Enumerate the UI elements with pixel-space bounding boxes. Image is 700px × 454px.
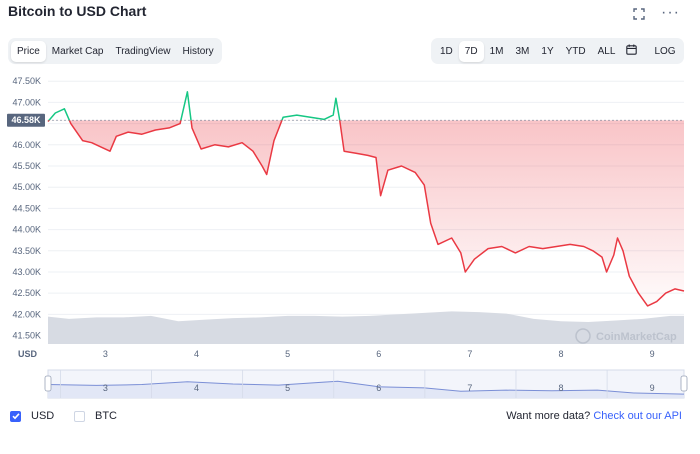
navigator-tick-label: 9: [650, 383, 655, 393]
log-scale-toggle[interactable]: LOG: [654, 45, 676, 57]
range-tabs: 1D 7D 1M 3M 1Y YTD ALL LOG: [431, 38, 684, 64]
x-tick-label: 9: [650, 349, 655, 359]
x-tick-label: 5: [285, 349, 290, 359]
view-tabs: Price Market Cap TradingView History: [8, 38, 222, 64]
y-tick-label: 42.00K: [12, 309, 41, 319]
x-tick-label: 7: [467, 349, 472, 359]
y-tick-label: 47.50K: [12, 76, 41, 86]
watermark-text: CoinMarketCap: [596, 331, 677, 343]
navigator-tick-label: 3: [103, 383, 108, 393]
more-icon[interactable]: ···: [661, 4, 680, 21]
navigator-handle-left[interactable]: [44, 375, 52, 392]
volume-area: [48, 311, 684, 344]
usd-label: USD: [31, 410, 55, 422]
x-tick-label: 3: [103, 349, 108, 359]
y-tick-label: 43.50K: [12, 246, 41, 256]
api-promo: Want more data? Check out our API: [506, 410, 682, 422]
calendar-icon[interactable]: [621, 39, 642, 63]
current-price-label: 46.58K: [11, 115, 41, 125]
x-tick-label: 4: [194, 349, 199, 359]
range-7d[interactable]: 7D: [458, 40, 484, 62]
y-tick-label: 45.50K: [12, 161, 41, 171]
price-chart: 41.50K 42.00K 42.50K 43.00K 43.50K 44.00K 44.5…: [7, 76, 688, 399]
tab-price[interactable]: Price: [11, 40, 46, 62]
y-tick-label: 42.50K: [12, 288, 41, 298]
btc-label: BTC: [95, 410, 117, 422]
range-1d[interactable]: 1D: [440, 45, 453, 57]
y-tick-label: 44.50K: [12, 203, 41, 213]
y-tick-label: 47.00K: [12, 97, 41, 107]
navigator-line: [47, 380, 685, 395]
fullscreen-icon[interactable]: [633, 8, 645, 23]
btc-toggle[interactable]: BTC: [74, 410, 117, 422]
x-tick-label: 6: [376, 349, 381, 359]
range-all[interactable]: ALL: [597, 45, 616, 57]
tab-tradingview[interactable]: TradingView: [115, 45, 171, 57]
watermark-logo: [575, 328, 591, 344]
range-3m[interactable]: 3M: [515, 45, 530, 57]
usd-toggle[interactable]: USD: [10, 410, 54, 422]
navigator-handle-right[interactable]: [680, 375, 688, 392]
watermark: CoinMarketCap: [575, 328, 677, 344]
range-ytd[interactable]: YTD: [565, 45, 586, 57]
navigator-tick-label: 7: [467, 383, 472, 393]
range-1y[interactable]: 1Y: [541, 45, 554, 57]
current-price-badge: [7, 113, 45, 127]
promo-text: Want more data?: [506, 410, 591, 422]
page-title: Bitcoin to USD Chart: [8, 3, 147, 19]
below-reference-fill: [48, 120, 684, 306]
y-tick-label: 44.00K: [12, 225, 41, 235]
navigator-area: [48, 381, 684, 398]
navigator-tick-label: 6: [376, 383, 381, 393]
y-tick-label: 41.50K: [12, 331, 41, 341]
y-tick-label: 46.00K: [12, 140, 41, 150]
btc-checkbox[interactable]: [74, 410, 85, 422]
range-1m[interactable]: 1M: [489, 45, 504, 57]
api-link[interactable]: Check out our API: [593, 410, 682, 422]
navigator-tick-label: 4: [194, 383, 199, 393]
tab-market-cap[interactable]: Market Cap: [51, 45, 104, 57]
y-tick-label: 43.00K: [12, 267, 41, 277]
currency-label: USD: [18, 349, 38, 359]
navigator-tick-label: 5: [285, 383, 290, 393]
y-tick-label: 45.00K: [12, 182, 41, 192]
usd-checkbox[interactable]: [10, 410, 21, 422]
navigator-tick-label: 8: [558, 383, 563, 393]
tab-history[interactable]: History: [182, 45, 214, 57]
x-tick-label: 8: [558, 349, 563, 359]
price-line-down: [47, 120, 685, 307]
